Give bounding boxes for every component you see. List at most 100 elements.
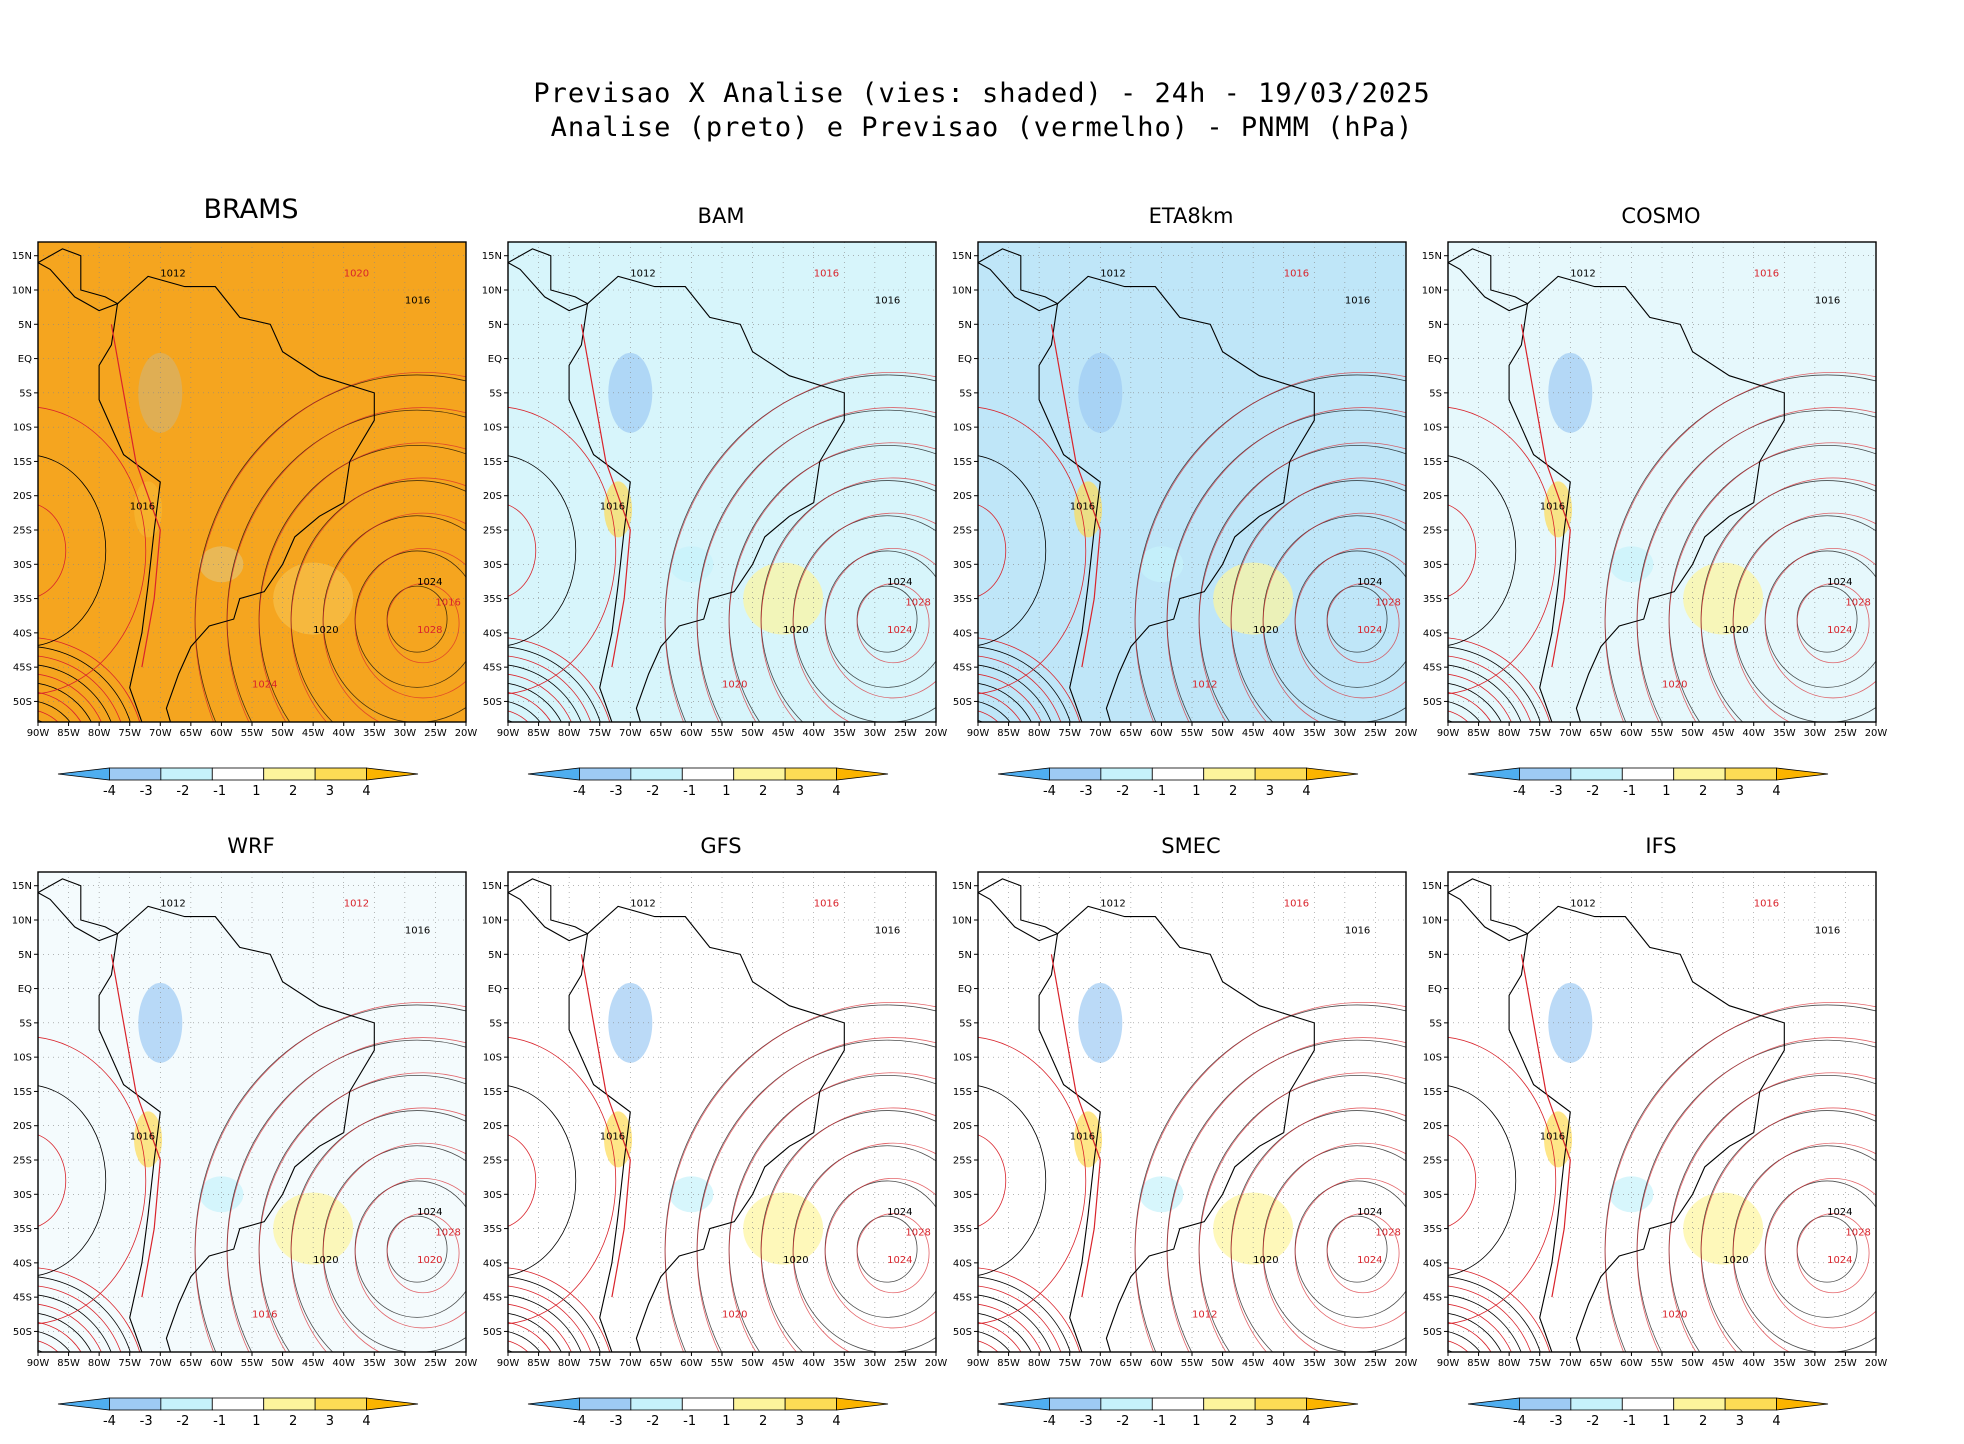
colorbar-segment bbox=[109, 1397, 162, 1411]
isobar-forecast bbox=[1230, 1107, 1406, 1352]
isobar-label-forecast: 1016 bbox=[1754, 898, 1779, 909]
lat-tick-label: 45S bbox=[13, 1293, 32, 1304]
isobar-pacific bbox=[508, 1085, 577, 1276]
lat-tick-label: 5S bbox=[489, 1018, 502, 1029]
lat-tick-label: 45S bbox=[953, 1293, 972, 1304]
colorbar-label: 4 bbox=[1772, 784, 1780, 799]
lon-tick-label: 80W bbox=[1028, 1358, 1051, 1369]
colorbar-label: -4 bbox=[573, 784, 586, 799]
lon-tick-label: 90W bbox=[967, 1358, 990, 1369]
lon-tick-label: 55W bbox=[241, 728, 264, 739]
isobar-forecast bbox=[1636, 1037, 1876, 1352]
lat-tick-label: 45S bbox=[1423, 663, 1442, 674]
lon-tick-label: 40W bbox=[802, 728, 825, 739]
lon-tick-label: 65W bbox=[1120, 1358, 1143, 1369]
lon-tick-label: 85W bbox=[57, 728, 80, 739]
isobar-label-analysis: 1016 bbox=[1540, 501, 1565, 512]
lat-tick-label: 35S bbox=[953, 1224, 972, 1235]
lon-tick-label: 30W bbox=[864, 728, 887, 739]
colorbar-segment bbox=[1570, 1397, 1623, 1411]
isobar-forecast bbox=[1134, 1002, 1406, 1352]
panel-title: COSMO bbox=[1621, 204, 1701, 228]
isobar-label-forecast: 1024 bbox=[887, 625, 912, 636]
isobar-label-analysis: 1016 bbox=[405, 926, 430, 937]
lon-tick-label: 25W bbox=[1364, 728, 1387, 739]
colorbar-segment bbox=[997, 767, 1050, 781]
isobar-label-analysis: 1016 bbox=[1345, 926, 1370, 937]
lon-tick-label: 85W bbox=[997, 728, 1020, 739]
lon-tick-label: 70W bbox=[1089, 1358, 1112, 1369]
isobar-label-analysis: 1024 bbox=[417, 577, 442, 588]
colorbar-segment bbox=[1621, 1397, 1675, 1411]
colorbar-segment bbox=[263, 767, 316, 781]
lat-tick-label: 15N bbox=[952, 251, 972, 262]
lon-tick-label: 85W bbox=[997, 1358, 1020, 1369]
lon-tick-label: 35W bbox=[1303, 1358, 1326, 1369]
lon-tick-label: 20W bbox=[455, 1358, 478, 1369]
lon-tick-label: 90W bbox=[1437, 1358, 1460, 1369]
lon-tick-label: 45W bbox=[1242, 728, 1265, 739]
lat-tick-label: 15N bbox=[952, 881, 972, 892]
lat-tick-label: 10N bbox=[1422, 286, 1442, 297]
colorbar-label: 2 bbox=[289, 1414, 297, 1429]
panel-title: WRF bbox=[227, 834, 275, 858]
lon-tick-label: 65W bbox=[180, 728, 203, 739]
lat-tick-label: 15N bbox=[482, 881, 502, 892]
isobar-forecast bbox=[1230, 477, 1406, 722]
lon-tick-label: 30W bbox=[1804, 728, 1827, 739]
colorbar-label: 3 bbox=[796, 1414, 804, 1429]
isobar-label-forecast: 1024 bbox=[1357, 625, 1382, 636]
isobar-label-analysis: 1020 bbox=[783, 625, 808, 636]
lon-tick-label: 85W bbox=[1467, 728, 1490, 739]
colorbar-label: -3 bbox=[1080, 1414, 1093, 1429]
lon-tick-label: 45W bbox=[1712, 1358, 1735, 1369]
lon-tick-label: 70W bbox=[1559, 1358, 1582, 1369]
lon-tick-label: 80W bbox=[88, 1358, 111, 1369]
isobar-label-forecast: 1012 bbox=[1192, 680, 1217, 691]
colorbar-label: -3 bbox=[610, 1414, 623, 1429]
colorbar-segment bbox=[1467, 767, 1520, 781]
colorbar-label: -2 bbox=[646, 784, 659, 799]
isobar-forecast bbox=[1700, 1107, 1876, 1352]
panel-cosmo: COSMO 1012 1016 1016 1020 1024 1016 1020 1024 102… bbox=[1410, 190, 1888, 810]
colorbar-segment bbox=[527, 1397, 580, 1411]
lon-tick-label: 40W bbox=[1272, 728, 1295, 739]
lon-tick-label: 75W bbox=[588, 1358, 611, 1369]
colorbar-label: 2 bbox=[1229, 1414, 1237, 1429]
lat-tick-label: 40S bbox=[953, 628, 972, 639]
colorbar-segment bbox=[1519, 1397, 1572, 1411]
lon-tick-label: 45W bbox=[1712, 728, 1735, 739]
lon-tick-label: 25W bbox=[894, 1358, 917, 1369]
lat-tick-label: 50S bbox=[13, 1327, 32, 1338]
colorbar-segment bbox=[263, 1397, 316, 1411]
isobar-label-forecast: 1016 bbox=[1284, 268, 1309, 279]
colorbar-label: -2 bbox=[646, 1414, 659, 1429]
colorbar-label: -1 bbox=[1623, 1414, 1636, 1429]
lon-tick-label: 70W bbox=[1089, 728, 1112, 739]
colorbar-label: 2 bbox=[1229, 784, 1237, 799]
isobar-pacific bbox=[38, 1134, 67, 1227]
isobar-forecast bbox=[1668, 1072, 1876, 1352]
colorbar-segment bbox=[1203, 1397, 1256, 1411]
lon-tick-label: 20W bbox=[1395, 728, 1418, 739]
colorbar-label: -4 bbox=[573, 1414, 586, 1429]
colorbar-segment bbox=[1151, 1397, 1205, 1411]
map-frame: 10121016101610201024101610201024102815N1… bbox=[482, 871, 947, 1429]
isobar-forecast bbox=[354, 1177, 466, 1329]
lon-tick-label: 55W bbox=[1651, 1358, 1674, 1369]
lon-tick-label: 65W bbox=[1120, 728, 1143, 739]
colorbar-label: -4 bbox=[1043, 1414, 1056, 1429]
lat-tick-label: 50S bbox=[953, 697, 972, 708]
colorbar-segment bbox=[681, 767, 735, 781]
map-frame: 10121016101610201024101610121024102815N1… bbox=[952, 871, 1417, 1429]
coastline-central-america bbox=[508, 248, 589, 312]
colorbar-label: 4 bbox=[1302, 784, 1310, 799]
lat-tick-label: 50S bbox=[483, 697, 502, 708]
isobar-pacific bbox=[978, 455, 1047, 646]
lat-tick-label: EQ bbox=[18, 354, 32, 365]
isobar-label-analysis: 1024 bbox=[887, 1207, 912, 1218]
lon-tick-label: 40W bbox=[332, 1358, 355, 1369]
lon-tick-label: 35W bbox=[1773, 1358, 1796, 1369]
isobar-label-forecast: 1024 bbox=[887, 1255, 912, 1266]
lat-tick-label: 5N bbox=[488, 950, 502, 961]
